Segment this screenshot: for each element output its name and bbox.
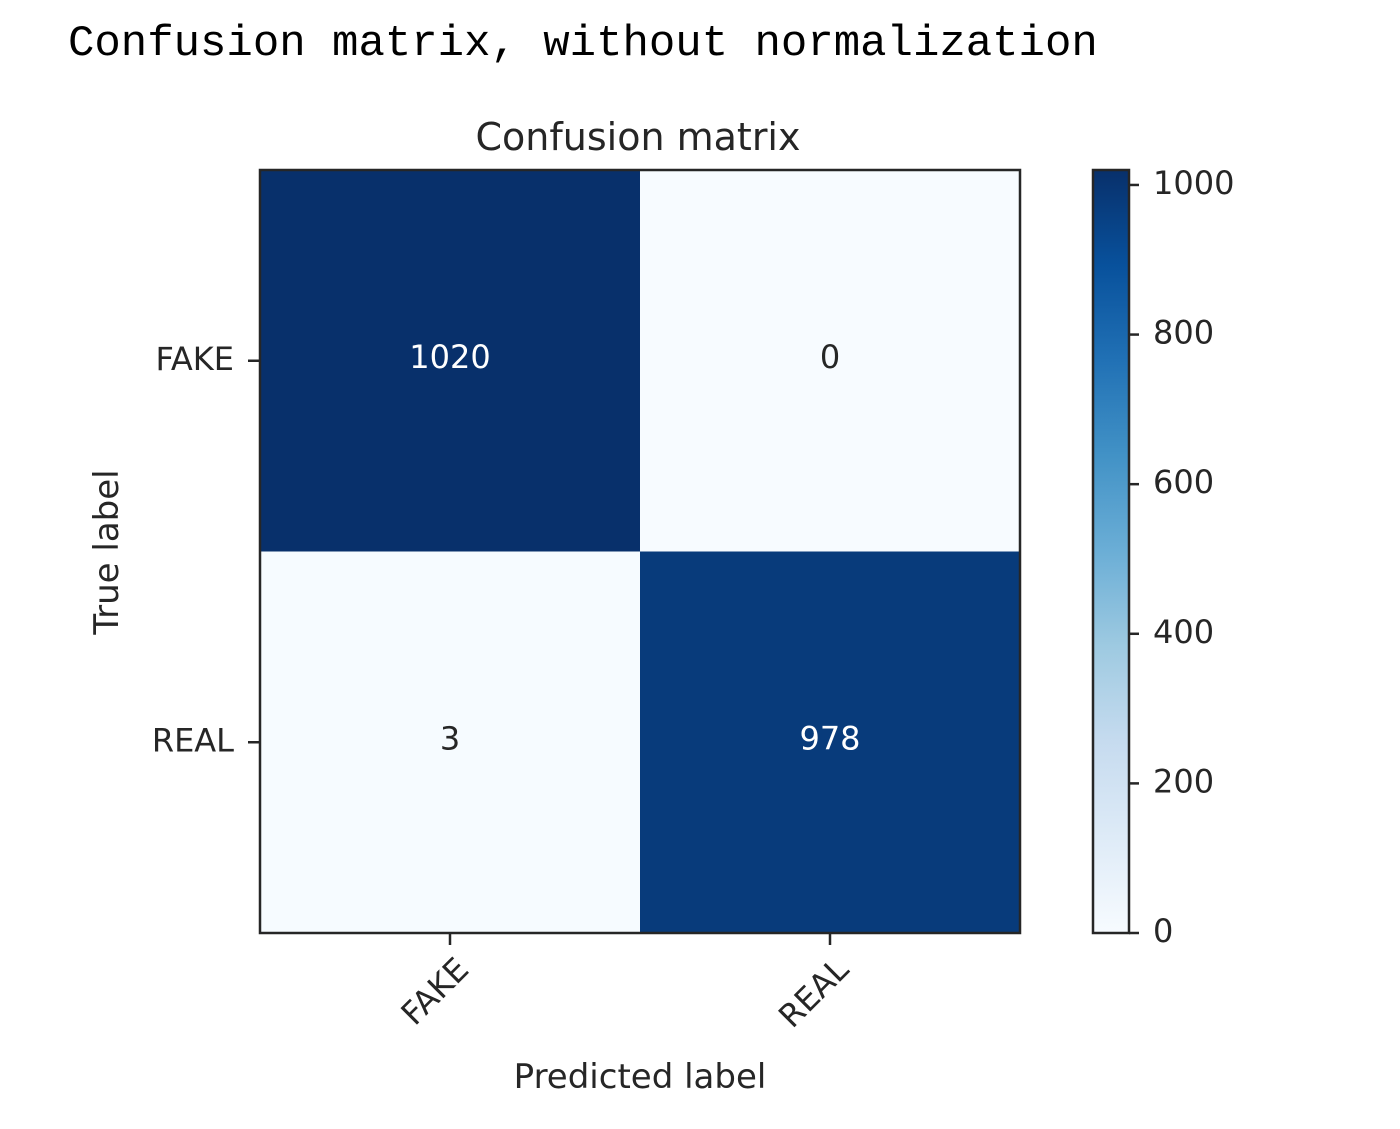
y-axis-ticks: FAKE REAL	[152, 340, 260, 759]
colorbar-tick-label: 400	[1153, 613, 1214, 651]
cell-value-label: 0	[820, 338, 840, 376]
x-axis-ticks: FAKE REAL	[394, 933, 856, 1035]
x-tick-label: FAKE	[394, 950, 476, 1032]
colorbar-tick-label: 800	[1153, 314, 1214, 352]
x-tick-label: REAL	[771, 950, 856, 1035]
cell-value-labels: 1020 0 3 978	[409, 338, 860, 758]
colorbar-tick-label: 1000	[1153, 164, 1234, 202]
output-text: Confusion matrix, without normalization	[68, 19, 1098, 69]
cell-value-label: 978	[799, 719, 860, 757]
heatmap-cells	[260, 170, 1021, 934]
y-axis-label: True label	[87, 469, 127, 635]
colorbar-ticks: 0 200 400 600 800 1000	[1129, 164, 1234, 950]
heatmap-cell	[640, 170, 1021, 552]
colorbar	[1091, 168, 1131, 935]
heatmap-cell	[260, 551, 641, 934]
colorbar-tick-label: 0	[1153, 912, 1173, 950]
heatmap-cell	[260, 170, 641, 552]
colorbar-tick-label: 200	[1153, 762, 1214, 800]
x-axis-label: Predicted label	[514, 1057, 767, 1097]
cell-value-label: 1020	[409, 338, 490, 376]
heatmap-cell	[640, 551, 1021, 934]
cell-value-label: 3	[440, 719, 460, 757]
plot-frame	[258, 168, 1022, 935]
y-tick-label: REAL	[152, 721, 234, 759]
y-tick-label: FAKE	[155, 340, 234, 378]
colorbar-tick-label: 600	[1153, 463, 1214, 501]
chart-title: Confusion matrix	[476, 115, 801, 159]
